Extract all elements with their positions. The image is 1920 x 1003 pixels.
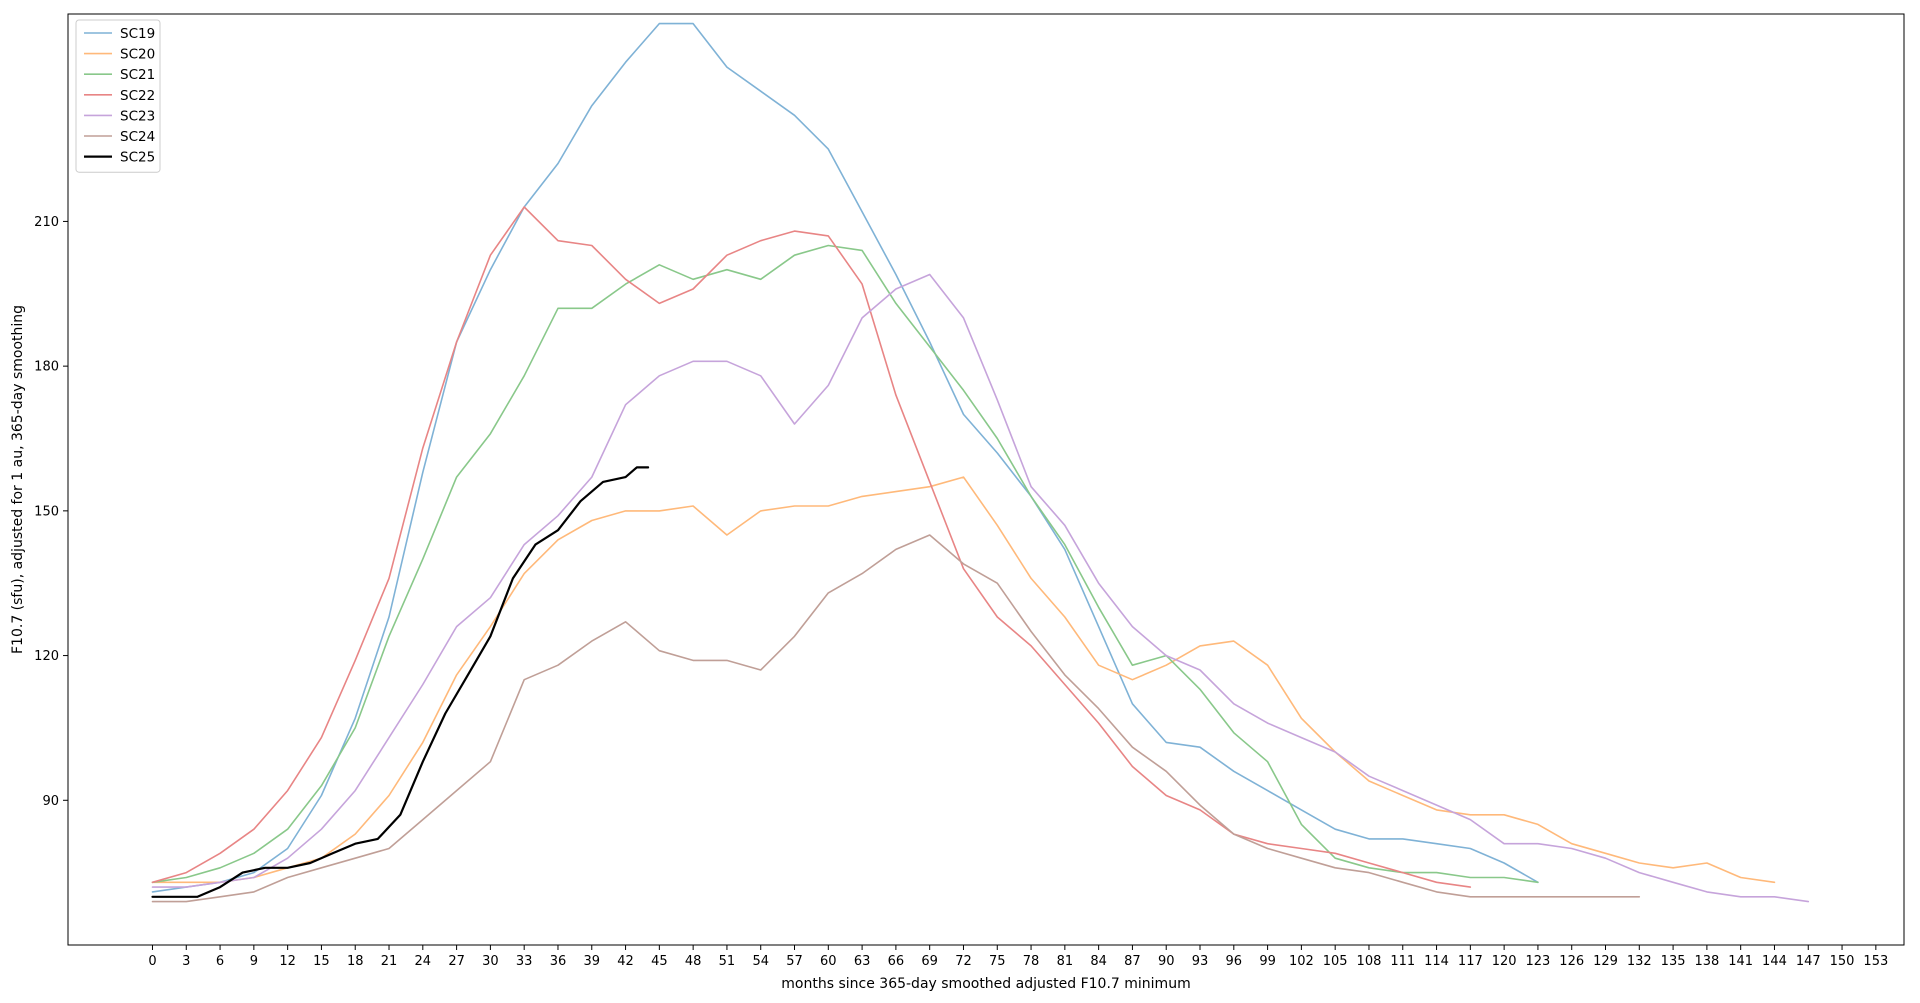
x-tick-label: 90 bbox=[1158, 954, 1175, 969]
x-tick-label: 51 bbox=[719, 954, 736, 969]
x-tick-label: 78 bbox=[1023, 954, 1040, 969]
series-line-sc23 bbox=[151, 273, 1810, 903]
x-tick-label: 108 bbox=[1357, 954, 1382, 969]
x-tick-label: 84 bbox=[1090, 954, 1107, 969]
x-tick-label: 63 bbox=[854, 954, 871, 969]
x-tick-label: 48 bbox=[685, 954, 702, 969]
x-tick-label: 15 bbox=[313, 954, 330, 969]
x-tick-label: 21 bbox=[381, 954, 398, 969]
x-tick-label: 123 bbox=[1526, 954, 1551, 969]
legend-label-sc25: SC25 bbox=[120, 150, 155, 166]
legend-label-sc20: SC20 bbox=[120, 47, 155, 63]
y-tick-label: 150 bbox=[34, 504, 59, 519]
x-tick-label: 138 bbox=[1694, 954, 1719, 969]
x-tick-label: 72 bbox=[955, 954, 972, 969]
x-tick-label: 150 bbox=[1830, 954, 1855, 969]
x-tick-label: 96 bbox=[1226, 954, 1243, 969]
series-layer bbox=[151, 22, 1810, 903]
legend-label-sc21: SC21 bbox=[120, 67, 155, 83]
plot-frame bbox=[67, 13, 1905, 946]
series-line-sc19 bbox=[151, 22, 1539, 893]
x-tick-label: 147 bbox=[1796, 954, 1821, 969]
x-tick-label: 105 bbox=[1323, 954, 1348, 969]
x-tick-label: 135 bbox=[1661, 954, 1686, 969]
x-tick-label: 126 bbox=[1559, 954, 1584, 969]
x-tick-label: 129 bbox=[1593, 954, 1618, 969]
x-tick-label: 69 bbox=[921, 954, 938, 969]
series-line-sc22 bbox=[151, 206, 1472, 888]
legend-label-sc24: SC24 bbox=[120, 129, 155, 145]
x-tick-label: 87 bbox=[1124, 954, 1141, 969]
x-tick-label: 120 bbox=[1492, 954, 1517, 969]
x-tick-label: 153 bbox=[1863, 954, 1888, 969]
x-tick-label: 75 bbox=[989, 954, 1006, 969]
x-tick-label: 0 bbox=[148, 954, 156, 969]
x-tick-label: 57 bbox=[786, 954, 803, 969]
y-tick-label: 120 bbox=[34, 649, 59, 664]
x-tick-label: 6 bbox=[216, 954, 224, 969]
x-tick-label: 33 bbox=[516, 954, 533, 969]
x-tick-label: 132 bbox=[1627, 954, 1652, 969]
legend-box bbox=[75, 19, 161, 173]
x-tick-label: 36 bbox=[550, 954, 567, 969]
x-tick-label: 93 bbox=[1192, 954, 1209, 969]
x-tick-label: 39 bbox=[583, 954, 600, 969]
series-line-sc25 bbox=[151, 466, 650, 898]
x-tick-label: 114 bbox=[1424, 954, 1449, 969]
x-tick-label: 42 bbox=[617, 954, 634, 969]
x-tick-label: 102 bbox=[1289, 954, 1314, 969]
x-tick-label: 81 bbox=[1057, 954, 1074, 969]
x-tick-label: 3 bbox=[182, 954, 190, 969]
x-tick-label: 24 bbox=[415, 954, 432, 969]
legend-label-sc22: SC22 bbox=[120, 88, 155, 104]
y-axis-label: F10.7 (sfu), adjusted for 1 au, 365-day … bbox=[10, 305, 26, 654]
y-tick-label: 210 bbox=[34, 215, 59, 230]
x-tick-label: 30 bbox=[482, 954, 499, 969]
x-axis: 0 3 6 9 12 15 18 21 24 27 30 33 36 39 42 45 48 51 54 57 60 63… bbox=[148, 945, 1888, 969]
x-tick-label: 12 bbox=[279, 954, 296, 969]
y-axis: 90 120 150 180 210 bbox=[34, 215, 68, 809]
x-tick-label: 27 bbox=[448, 954, 465, 969]
x-tick-label: 144 bbox=[1762, 954, 1787, 969]
legend-label-sc23: SC23 bbox=[120, 108, 155, 124]
x-tick-label: 111 bbox=[1390, 954, 1415, 969]
x-tick-label: 60 bbox=[820, 954, 837, 969]
x-tick-label: 18 bbox=[347, 954, 364, 969]
x-axis-label: months since 365-day smoothed adjusted F… bbox=[781, 976, 1190, 992]
y-tick-label: 180 bbox=[34, 360, 59, 375]
y-tick-label: 90 bbox=[42, 794, 59, 809]
x-tick-label: 66 bbox=[888, 954, 905, 969]
series-line-sc20 bbox=[151, 476, 1776, 884]
legend: SC19 SC20 SC21 SC22 SC23 SC24 SC25 bbox=[75, 19, 161, 173]
series-line-sc24 bbox=[151, 534, 1641, 903]
x-tick-label: 117 bbox=[1458, 954, 1483, 969]
series-line-sc21 bbox=[151, 244, 1539, 884]
x-tick-label: 99 bbox=[1259, 954, 1276, 969]
x-tick-label: 141 bbox=[1728, 954, 1753, 969]
x-tick-label: 54 bbox=[752, 954, 769, 969]
x-tick-label: 45 bbox=[651, 954, 668, 969]
x-tick-label: 9 bbox=[250, 954, 258, 969]
legend-label-sc19: SC19 bbox=[120, 26, 155, 42]
